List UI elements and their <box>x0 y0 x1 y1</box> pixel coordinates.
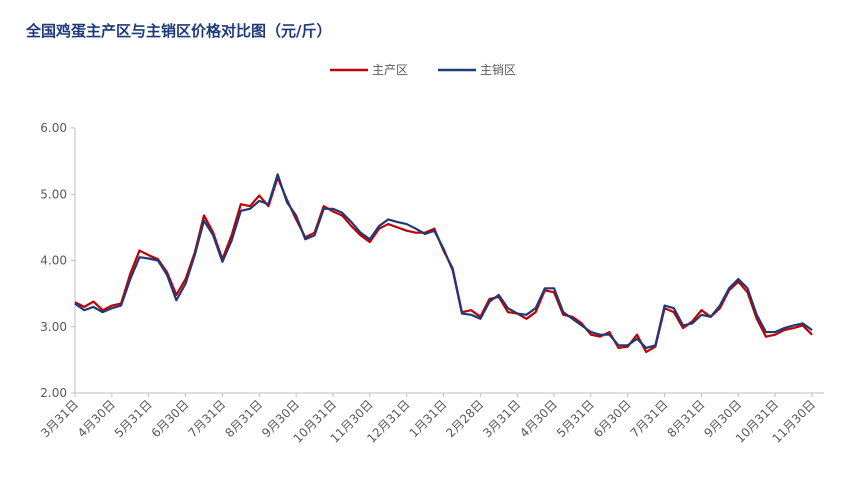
chart-title: 全国鸡蛋主产区与主销区价格对比图（元/斤） <box>25 22 331 40</box>
series-line <box>74 176 813 354</box>
x-tick-label: 4月30日 <box>517 397 560 440</box>
x-tick-label: 5月31日 <box>112 397 155 440</box>
x-tick-label: 6月30日 <box>149 397 192 440</box>
x-tick-label: 7月31日 <box>185 397 228 440</box>
legend-label: 主销区 <box>480 63 516 77</box>
x-tick-label: 6月30日 <box>591 397 634 440</box>
x-tick-label: 7月31日 <box>628 397 671 440</box>
y-tick-label: 6.00 <box>40 121 67 135</box>
x-tick-label: 8月31日 <box>222 397 265 440</box>
x-tick-label: 4月30日 <box>75 397 118 440</box>
y-tick-label: 4.00 <box>40 254 67 268</box>
legend-label: 主产区 <box>372 63 408 77</box>
y-tick-label: 3.00 <box>40 320 67 334</box>
x-tick-label: 2月28日 <box>443 397 486 440</box>
x-tick-label: 3月31日 <box>480 397 523 440</box>
series-line <box>74 173 813 350</box>
y-tick-label: 2.00 <box>40 386 67 400</box>
y-tick-label: 5.00 <box>40 187 67 201</box>
x-tick-label: 8月31日 <box>665 397 708 440</box>
x-tick-label: 1月31日 <box>407 397 450 440</box>
x-tick-label: 5月31日 <box>554 397 597 440</box>
x-tick-label: 3月31日 <box>38 397 81 440</box>
legend: 主产区 主销区 <box>330 63 516 77</box>
